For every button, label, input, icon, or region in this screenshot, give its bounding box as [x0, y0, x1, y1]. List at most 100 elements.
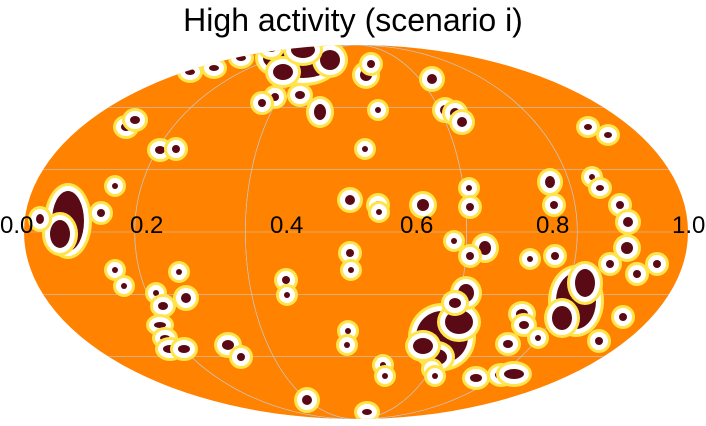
tick-label: 0.6 [400, 212, 434, 239]
spot-core [295, 91, 305, 99]
spot-core [584, 124, 592, 130]
spot [28, 206, 52, 232]
spot-core [375, 107, 381, 113]
spot-core [552, 306, 572, 330]
spot-core [606, 260, 614, 268]
spot-core [427, 74, 437, 84]
tick-label: 1.0 [672, 212, 706, 239]
spot [611, 305, 635, 329]
spot [122, 108, 148, 132]
spot [462, 366, 490, 390]
spot-core [653, 260, 661, 268]
spot [250, 91, 274, 115]
spot [576, 116, 600, 138]
spot-core [545, 176, 555, 188]
spot [543, 244, 567, 268]
spot [354, 401, 380, 419]
spot-core [451, 238, 457, 244]
spot-core [362, 409, 372, 415]
spot [458, 177, 480, 199]
spot-core [470, 374, 482, 382]
spot-core [178, 345, 190, 353]
spot-core [604, 132, 612, 138]
spot [458, 195, 482, 219]
spot [340, 259, 362, 281]
spot-core [550, 201, 558, 209]
spot [336, 334, 358, 356]
spot [537, 168, 563, 196]
spot-core [466, 252, 474, 260]
spot-core [589, 174, 595, 180]
spot-core [121, 283, 127, 289]
spot-field [28, 45, 669, 419]
spot [419, 66, 445, 92]
spot [458, 244, 482, 268]
tick-label: 0.2 [130, 212, 164, 239]
spot-core [112, 267, 118, 273]
spot [367, 99, 389, 121]
spot [201, 57, 227, 79]
spot [150, 294, 176, 318]
spot-core [466, 185, 472, 191]
spot [409, 191, 437, 219]
spot-core [345, 328, 351, 334]
spot [424, 365, 446, 387]
spot-core [466, 203, 474, 211]
spot-core [282, 276, 290, 284]
spot [374, 365, 396, 387]
spot [42, 212, 78, 256]
spot-core [209, 65, 219, 71]
spot-core [158, 302, 168, 310]
spot-core [176, 269, 182, 275]
spot-core [519, 321, 529, 329]
spot-core [367, 60, 375, 68]
spot [441, 290, 469, 316]
spot [598, 252, 622, 276]
tick-label: 0.8 [536, 212, 570, 239]
spot-core [633, 270, 641, 278]
spot-core [619, 313, 627, 321]
spot-core [595, 337, 603, 345]
graticule-meridian [134, 45, 578, 419]
spot-core [413, 338, 433, 354]
spot-core [503, 340, 513, 348]
spot-core [36, 214, 44, 224]
spot-core [155, 146, 165, 154]
spot-core [345, 195, 355, 205]
spot-core [432, 373, 438, 379]
spot [104, 259, 126, 281]
spot-core [185, 69, 195, 75]
figure-title: High activity (scenario i) [183, 2, 523, 38]
tick-label: 0.0 [0, 212, 34, 239]
spot [645, 252, 669, 276]
spot-core [344, 342, 350, 348]
spot-core [237, 353, 245, 361]
spot-core [172, 145, 180, 153]
spot [613, 234, 641, 262]
spot [496, 361, 532, 387]
spot-core [479, 241, 491, 255]
spot [615, 209, 641, 235]
spot [338, 241, 362, 265]
spot-core [449, 298, 461, 308]
spot [229, 345, 253, 369]
spot-core [504, 369, 524, 379]
spot-core [346, 249, 354, 257]
spot-core [181, 293, 191, 303]
graticule-meridian [245, 45, 467, 419]
spot [177, 61, 203, 83]
spot-core [153, 290, 159, 296]
spot [449, 109, 475, 135]
spot [294, 387, 320, 413]
spot-core [457, 117, 467, 127]
spot-core [302, 395, 312, 405]
spot [306, 96, 334, 128]
spot [587, 329, 611, 353]
spot [542, 193, 566, 217]
spot-core [616, 201, 624, 209]
spot-core [130, 116, 140, 124]
spot [495, 332, 521, 356]
spot-core [112, 183, 118, 189]
spot [368, 201, 390, 223]
